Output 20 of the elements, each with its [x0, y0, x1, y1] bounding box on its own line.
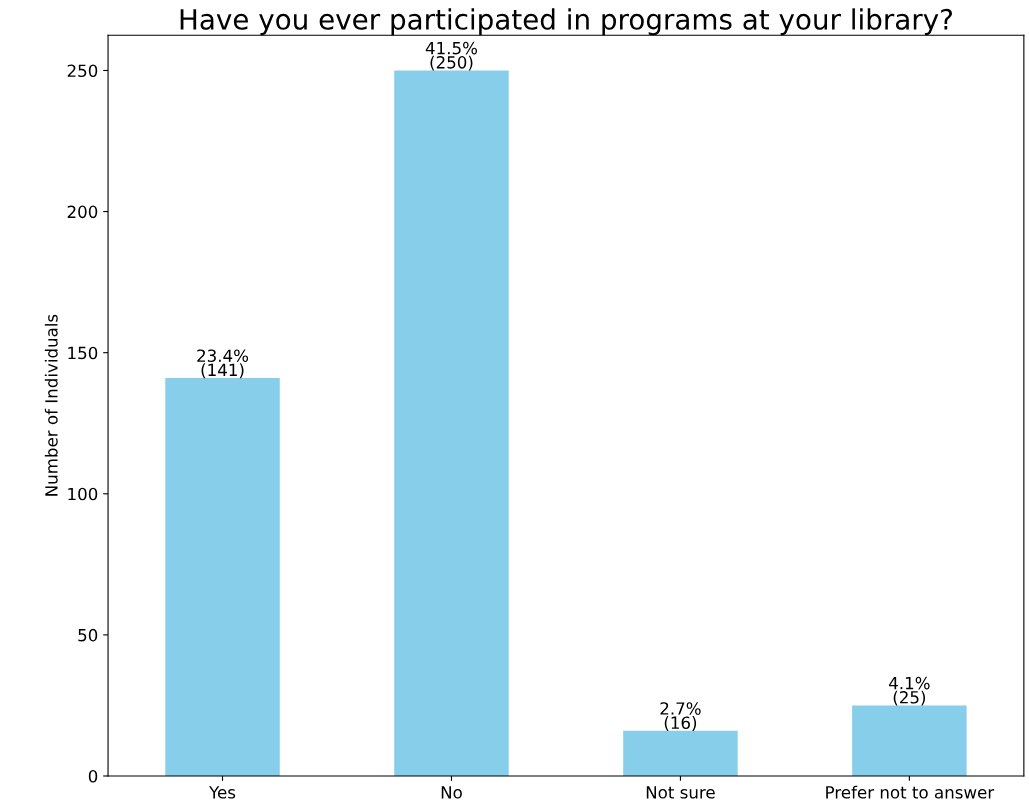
data-label: 2.7% (16)	[660, 702, 701, 731]
x-tick-label: Not sure	[646, 786, 715, 799]
data-label: 4.1% (25)	[889, 676, 930, 706]
bar	[623, 730, 738, 776]
x-tick-label: No	[441, 786, 462, 799]
y-tick-label: 50	[78, 628, 98, 642]
y-tick-label: 100	[68, 487, 98, 501]
x-tick-label: Prefer not to answer	[826, 785, 995, 799]
data-label: 41.5% (250)	[425, 41, 478, 71]
y-tick-label: 250	[67, 64, 98, 78]
data-label: 23.4% (141)	[197, 349, 249, 379]
y-tick-label: 200	[67, 205, 98, 219]
x-tick-label: Yes	[209, 786, 236, 799]
y-axis-title: Number of Individuals	[44, 314, 58, 496]
bar	[165, 378, 280, 776]
y-tick-label: 150	[68, 346, 98, 360]
y-tick-label: 0	[88, 769, 98, 783]
bar	[394, 70, 509, 776]
bar	[852, 705, 967, 776]
chart-title: Have you ever participated in programs at your library?	[180, 8, 952, 36]
